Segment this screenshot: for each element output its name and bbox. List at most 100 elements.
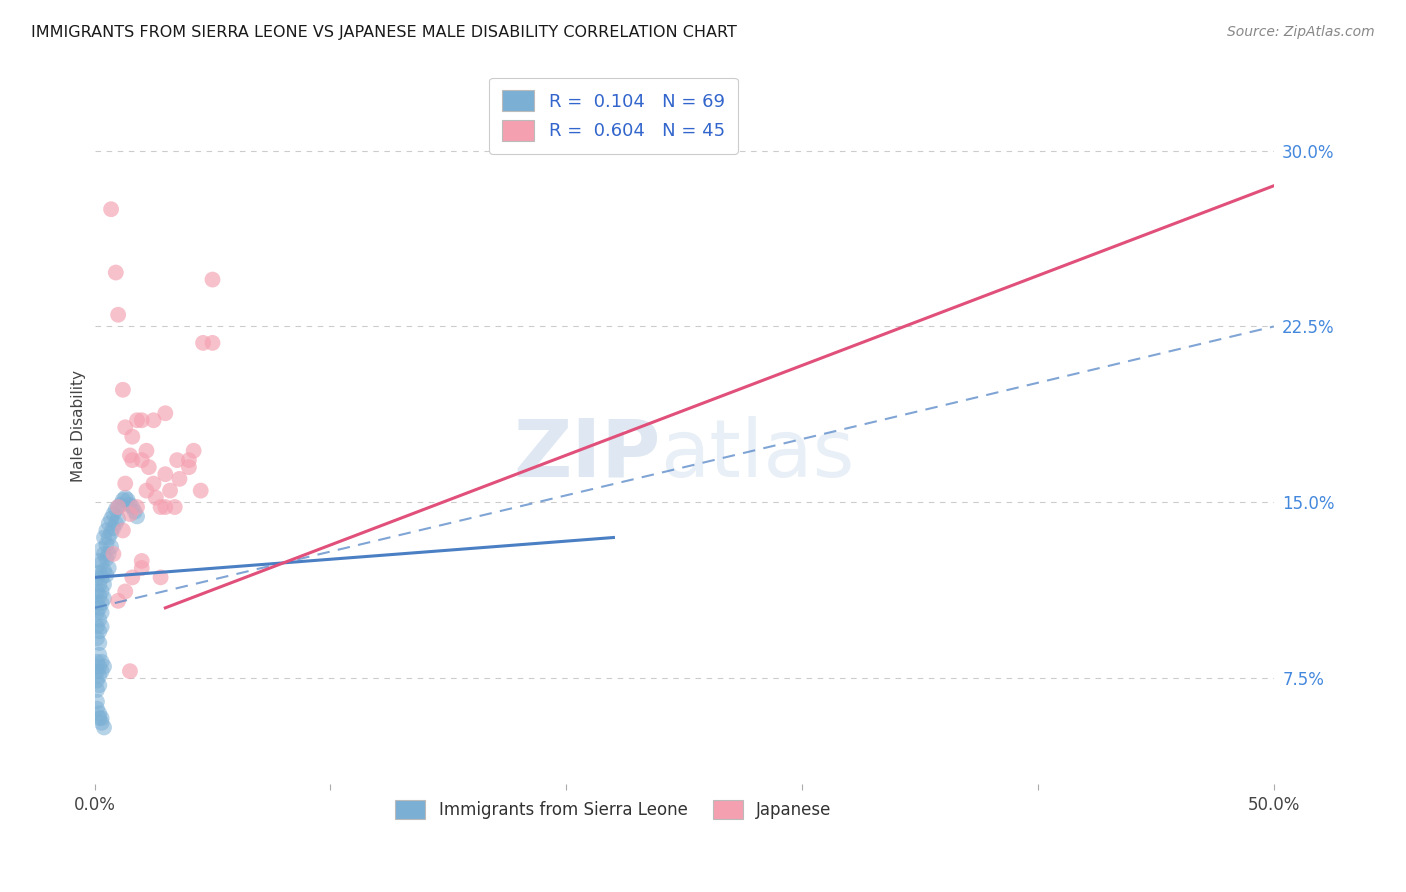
Point bbox=[90, 664, 112, 678]
Text: atlas: atlas bbox=[661, 416, 855, 494]
Point bbox=[90, 596, 112, 610]
Point bbox=[96, 551, 118, 566]
Point bbox=[89, 566, 111, 580]
Point bbox=[131, 561, 153, 575]
Point bbox=[97, 561, 120, 575]
Point bbox=[89, 554, 111, 568]
Point bbox=[90, 619, 112, 633]
Point bbox=[86, 702, 108, 716]
Point bbox=[100, 525, 122, 540]
Point bbox=[107, 512, 129, 526]
Point bbox=[90, 655, 112, 669]
Point bbox=[86, 632, 108, 646]
Point bbox=[111, 493, 134, 508]
Point bbox=[118, 449, 141, 463]
Point bbox=[100, 512, 122, 526]
Point bbox=[89, 659, 111, 673]
Point bbox=[86, 695, 108, 709]
Point bbox=[97, 547, 120, 561]
Point bbox=[100, 540, 122, 554]
Point bbox=[86, 673, 108, 688]
Legend: Immigrants from Sierra Leone, Japanese: Immigrants from Sierra Leone, Japanese bbox=[389, 793, 838, 825]
Point bbox=[111, 383, 134, 397]
Point bbox=[114, 491, 136, 505]
Point bbox=[86, 596, 108, 610]
Point bbox=[89, 678, 111, 692]
Point bbox=[107, 500, 129, 514]
Point bbox=[89, 613, 111, 627]
Point bbox=[86, 682, 108, 697]
Point bbox=[104, 266, 127, 280]
Point bbox=[201, 335, 224, 350]
Point bbox=[104, 516, 127, 531]
Point bbox=[86, 570, 108, 584]
Point bbox=[131, 554, 153, 568]
Point bbox=[114, 584, 136, 599]
Point bbox=[190, 483, 212, 498]
Point bbox=[86, 655, 108, 669]
Point bbox=[103, 547, 125, 561]
Point bbox=[138, 460, 160, 475]
Text: IMMIGRANTS FROM SIERRA LEONE VS JAPANESE MALE DISABILITY CORRELATION CHART: IMMIGRANTS FROM SIERRA LEONE VS JAPANESE… bbox=[31, 25, 737, 40]
Point bbox=[121, 453, 143, 467]
Point bbox=[131, 453, 153, 467]
Point bbox=[121, 570, 143, 584]
Point bbox=[166, 453, 188, 467]
Point bbox=[90, 711, 112, 725]
Point bbox=[103, 521, 125, 535]
Point bbox=[125, 509, 148, 524]
Point bbox=[155, 500, 177, 514]
Point bbox=[93, 563, 115, 577]
Point bbox=[90, 715, 112, 730]
Point bbox=[107, 500, 129, 514]
Point bbox=[142, 476, 165, 491]
Point bbox=[117, 493, 139, 508]
Point bbox=[86, 664, 108, 678]
Point bbox=[89, 624, 111, 639]
Point bbox=[114, 420, 136, 434]
Point bbox=[155, 406, 177, 420]
Point bbox=[183, 443, 205, 458]
Point bbox=[142, 413, 165, 427]
Point bbox=[93, 721, 115, 735]
Point bbox=[93, 577, 115, 591]
Point bbox=[177, 453, 200, 467]
Point bbox=[107, 308, 129, 322]
Text: ZIP: ZIP bbox=[513, 416, 661, 494]
Point bbox=[96, 537, 118, 551]
Point bbox=[103, 507, 125, 521]
Point bbox=[93, 547, 115, 561]
Point bbox=[89, 577, 111, 591]
Point bbox=[93, 591, 115, 606]
Point bbox=[89, 589, 111, 603]
Point bbox=[177, 460, 200, 475]
Point bbox=[90, 557, 112, 571]
Point bbox=[118, 664, 141, 678]
Point bbox=[97, 516, 120, 531]
Text: Source: ZipAtlas.com: Source: ZipAtlas.com bbox=[1227, 25, 1375, 39]
Point bbox=[145, 491, 167, 505]
Point bbox=[89, 600, 111, 615]
Point bbox=[93, 659, 115, 673]
Point bbox=[89, 636, 111, 650]
Point bbox=[131, 413, 153, 427]
Point bbox=[124, 505, 146, 519]
Point bbox=[90, 584, 112, 599]
Point bbox=[121, 430, 143, 444]
Point bbox=[149, 500, 172, 514]
Point bbox=[125, 413, 148, 427]
Point bbox=[104, 502, 127, 516]
Point bbox=[118, 507, 141, 521]
Point bbox=[118, 498, 141, 512]
Point bbox=[163, 500, 186, 514]
Point bbox=[90, 606, 112, 620]
Point bbox=[96, 524, 118, 538]
Point bbox=[121, 500, 143, 514]
Point bbox=[201, 272, 224, 286]
Point bbox=[135, 483, 157, 498]
Point bbox=[97, 531, 120, 545]
Point bbox=[90, 542, 112, 557]
Point bbox=[86, 606, 108, 620]
Point bbox=[86, 619, 108, 633]
Point bbox=[110, 498, 132, 512]
